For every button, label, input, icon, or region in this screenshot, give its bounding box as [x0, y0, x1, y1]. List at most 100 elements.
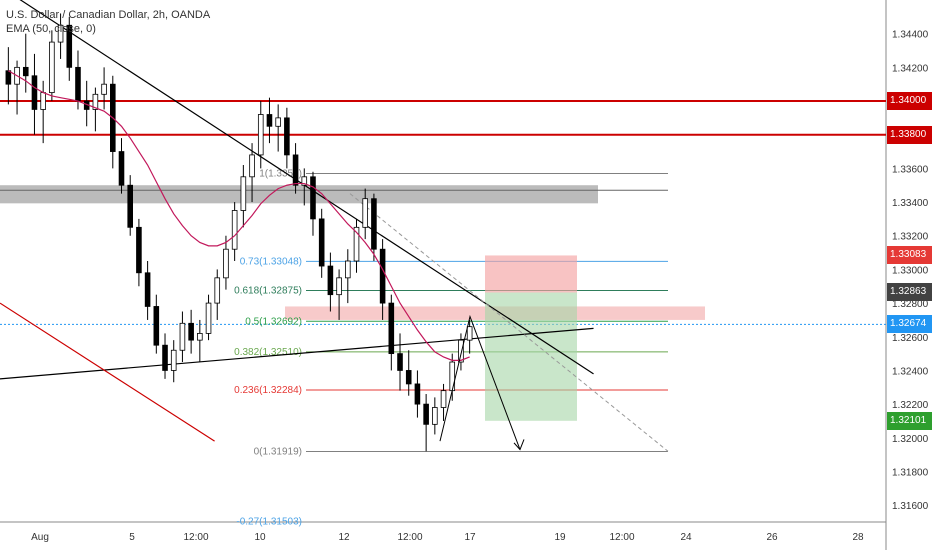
candle-body — [423, 403, 429, 425]
y-tick-label: 1.32000 — [892, 434, 929, 445]
price-tag: 1.32863 — [887, 283, 932, 302]
candle-body — [397, 353, 403, 371]
price-tag: 1.32101 — [887, 411, 932, 430]
candle-body — [284, 117, 290, 156]
trendline — [0, 302, 215, 442]
chart-legend: U.S. Dollar / Canadian Dollar, 2h, OANDA… — [6, 8, 210, 36]
candle-body — [136, 226, 142, 274]
x-tick-label: 12 — [338, 532, 350, 543]
y-tick-label: 1.34400 — [892, 30, 929, 41]
candle-body — [57, 24, 64, 43]
candle-body — [379, 248, 386, 304]
candle-body — [466, 326, 473, 341]
candle-body — [240, 176, 247, 211]
candle-body — [188, 322, 194, 341]
candle-body — [414, 383, 421, 405]
candle-body — [405, 370, 412, 385]
candle-body — [223, 248, 229, 279]
fib-level-label: 0.73(1.33048) — [240, 256, 302, 267]
price-tag: 1.33083 — [887, 246, 932, 265]
y-tick-label: 1.31800 — [892, 467, 929, 478]
arrow-head — [513, 439, 525, 451]
candle-body — [101, 83, 107, 95]
candle-body — [197, 333, 203, 341]
y-tick-label: 1.32600 — [892, 333, 929, 344]
fib-level-label: 1(1.3357) — [259, 168, 302, 179]
x-tick-label: 10 — [254, 532, 266, 543]
candle-body — [371, 198, 377, 250]
candle-body — [275, 117, 281, 127]
candle-body — [170, 349, 177, 371]
x-tick-label: Aug — [31, 532, 49, 543]
candle-body — [310, 176, 316, 220]
candle-body — [318, 218, 325, 267]
x-tick-label: 17 — [464, 532, 476, 543]
indicator-label: EMA (50, close, 0) — [6, 23, 96, 35]
x-tick-label: 26 — [766, 532, 778, 543]
candle-body — [92, 93, 99, 110]
candle-body — [301, 176, 308, 186]
candle-body — [336, 277, 342, 296]
y-tick-label: 1.33400 — [892, 198, 929, 209]
candle-body — [327, 265, 334, 296]
candle-body — [266, 114, 273, 127]
fib-level-label: 0(1.31919) — [254, 446, 302, 457]
candle-body — [179, 322, 186, 351]
candle-body — [249, 154, 255, 178]
candle-body — [162, 344, 168, 371]
candle-body — [362, 198, 368, 228]
x-tick-label: 12:00 — [183, 532, 208, 543]
x-tick-label: 24 — [680, 532, 692, 543]
candle-body — [40, 92, 46, 110]
candle-body — [127, 184, 133, 228]
price-tag: 1.33800 — [887, 125, 932, 144]
projection-dashed-line — [349, 193, 669, 452]
fib-level-label: 0.5(1.32692) — [245, 316, 302, 327]
y-tick-label: 1.31600 — [892, 501, 929, 512]
position-risk-zone — [485, 255, 577, 293]
candle-body — [231, 210, 238, 250]
fib-level-label: 0.618(1.32875) — [234, 285, 302, 296]
y-tick-label: 1.33000 — [892, 265, 929, 276]
y-tick-label: 1.32400 — [892, 366, 929, 377]
supply-zone — [0, 185, 598, 204]
candle-body — [144, 272, 151, 307]
x-tick-label: 28 — [852, 532, 864, 543]
candle-body — [5, 70, 12, 85]
candle-body — [22, 66, 29, 77]
candle-body — [153, 306, 160, 346]
x-tick-label: 12:00 — [397, 532, 422, 543]
y-tick-label: 1.33200 — [892, 232, 929, 243]
x-tick-label: 12:00 — [609, 532, 634, 543]
candle-body — [49, 41, 55, 94]
y-tick-label: 1.34200 — [892, 63, 929, 74]
x-tick-label: 19 — [554, 532, 566, 543]
position-reward-zone — [485, 292, 577, 421]
candle-body — [31, 75, 38, 110]
fib-level-label: 0.236(1.32284) — [234, 385, 302, 396]
candle-body — [205, 302, 212, 334]
x-tick-label: 5 — [129, 532, 135, 543]
candle-body — [257, 114, 264, 156]
y-tick-label: 1.32800 — [892, 299, 929, 310]
candle-body — [388, 302, 395, 355]
candle-body — [353, 226, 360, 262]
trendline — [0, 327, 594, 380]
candle-body — [214, 277, 221, 304]
fib-level-label: -0.27(1.31503) — [236, 516, 302, 527]
candle-body — [66, 24, 73, 68]
candle-body — [449, 361, 456, 392]
candle-body — [432, 407, 438, 425]
candle-body — [458, 339, 464, 363]
candle-body — [292, 154, 299, 186]
price-tag: 1.32674 — [887, 315, 932, 334]
price-tag: 1.34000 — [887, 92, 932, 111]
candle-body — [118, 151, 125, 186]
y-tick-label: 1.32200 — [892, 400, 929, 411]
chart-title: U.S. Dollar / Canadian Dollar, 2h, OANDA — [6, 9, 211, 21]
candle-body — [440, 390, 447, 408]
candle-body — [75, 66, 81, 102]
ema-line — [8, 70, 470, 361]
